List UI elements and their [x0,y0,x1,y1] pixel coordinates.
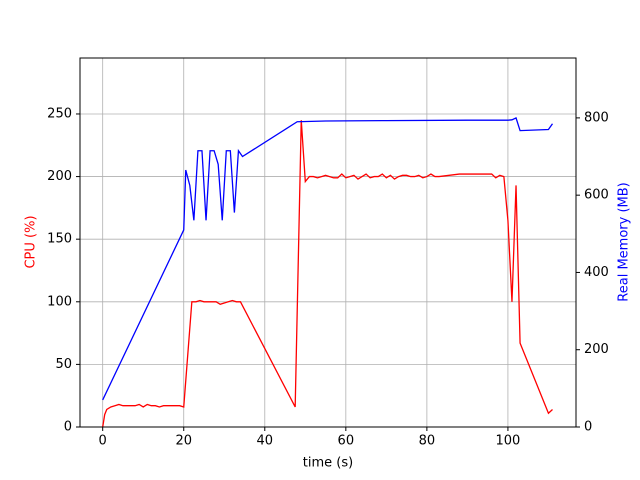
y-axis-label: CPU (%) [24,215,39,268]
y2-tick-label: 0 [584,420,592,435]
y2-tick-label: 600 [584,188,609,203]
y2-tick-label: 400 [584,265,609,280]
x-axis-label: time (s) [303,456,353,471]
y-tick-label: 150 [47,232,72,247]
line [102,116,554,401]
x-tick-label: 20 [175,434,192,449]
y-tick-label: 200 [47,169,72,184]
x-tick-label: 80 [419,434,436,449]
y-tick-label: 50 [55,357,72,372]
y-tick-label: 250 [47,106,72,121]
line [102,120,553,428]
y2-tick-label: 800 [584,110,609,125]
x-tick-label: 40 [257,434,274,449]
y2-tick-label: 200 [584,342,609,357]
y2-axis-label: Real Memory (MB) [617,182,632,301]
y-tick-label: 0 [64,420,72,435]
x-tick-label: 60 [338,434,355,449]
plot-frame [79,57,577,428]
y-tick-label: 100 [47,294,72,309]
x-tick-label: 100 [496,434,521,449]
x-tick-label: 0 [99,434,107,449]
